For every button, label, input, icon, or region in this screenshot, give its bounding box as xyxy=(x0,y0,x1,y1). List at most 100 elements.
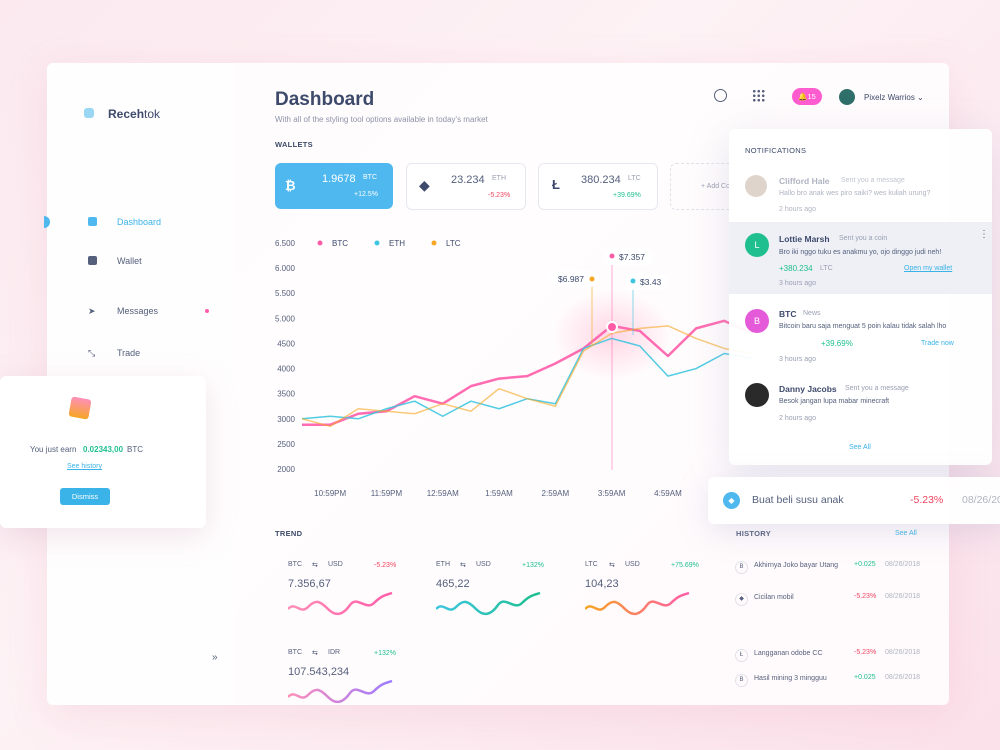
y-tick-label: 4500 xyxy=(277,339,295,348)
pair-change: +132% xyxy=(522,562,544,569)
avatar xyxy=(745,383,769,407)
toast-change: -5.23% xyxy=(910,494,944,506)
expand-icon[interactable]: » xyxy=(212,652,218,663)
wallet-link[interactable]: Open my wallet xyxy=(904,265,953,272)
history-date: 08/26/2018 xyxy=(885,561,921,568)
trade-link[interactable]: Trade now xyxy=(921,340,954,347)
notification-badge[interactable]: 🔔15 xyxy=(792,88,822,105)
y-tick-label: 6.500 xyxy=(275,239,296,248)
history-icon: ◆ xyxy=(735,593,748,606)
toast: ◆ Buat beli susu anak -5.23% 08/26/2018 xyxy=(708,477,1000,524)
action: News xyxy=(803,310,821,317)
history-icon: B xyxy=(735,561,748,574)
legend-label: LTC xyxy=(446,239,461,248)
history-date: 08/26/2018 xyxy=(885,649,921,656)
callout-dot xyxy=(589,276,595,282)
brand-light: tok xyxy=(144,107,161,121)
time: 2 hours ago xyxy=(779,415,816,422)
action: Sent you a message xyxy=(845,385,909,392)
history-see-all[interactable]: See All xyxy=(895,530,917,537)
dismiss-button[interactable]: Dismiss xyxy=(60,488,110,505)
history-text: Akhirnya Joko bayar Utang xyxy=(754,562,839,569)
user-name-text: Pixelz Warrios xyxy=(864,93,915,102)
nav-item[interactable]: Messages xyxy=(117,306,159,316)
sender: Danny Jacobs xyxy=(779,384,837,394)
wallet-amount: 380.234 xyxy=(581,174,621,186)
message: Hallo bro anak wes piro saiki? wes kulia… xyxy=(779,190,931,197)
callout-box xyxy=(625,273,669,290)
wallet-change: -5.23% xyxy=(488,192,511,199)
search-icon[interactable] xyxy=(714,89,727,102)
pair-value: 465,22 xyxy=(436,578,470,590)
history-text: Hasil mining 3 mingguu xyxy=(754,675,827,682)
wallet-card[interactable]: ₿ 1.9678 BTC +12.5% xyxy=(275,163,393,209)
callout-text: $3.43 xyxy=(640,277,662,287)
history-icon: B xyxy=(735,674,748,687)
page-subtitle: With all of the styling tool options ava… xyxy=(275,115,488,124)
callout-box xyxy=(604,248,654,265)
avatar: L xyxy=(745,233,769,257)
earn-unit: BTC xyxy=(127,445,143,454)
wallet-card[interactable]: Ł 380.234 LTC +39.69% xyxy=(538,163,658,210)
see-all[interactable]: See All xyxy=(849,444,871,451)
x-tick-label: 12:59AM xyxy=(427,489,459,498)
callout-text: $7.357 xyxy=(619,252,645,262)
sender: Clifford Hale xyxy=(779,176,830,186)
brand: Recehtok xyxy=(108,107,160,121)
history-amount: -5.23% xyxy=(854,593,877,600)
apps-icon[interactable] xyxy=(752,89,765,102)
sender: Lottie Marsh xyxy=(779,234,830,244)
legend-label: BTC xyxy=(332,239,348,248)
pair-value: 104,23 xyxy=(585,578,619,590)
coin-icon: Ł xyxy=(552,177,560,192)
message: Bitcoin baru saja menguat 5 poin kalau t… xyxy=(779,323,947,330)
unit: LTC xyxy=(820,265,833,272)
pair-change: +75.69% xyxy=(671,562,699,569)
earn-amount: 0.02343,00 xyxy=(83,445,124,454)
history-text: Langganan odobe CC xyxy=(754,650,823,657)
brand-icon xyxy=(84,108,94,118)
earn-card: You just earn 0.02343,00 BTC See history… xyxy=(0,376,206,528)
y-tick-label: 6.000 xyxy=(275,264,296,273)
y-tick-label: 3000 xyxy=(277,415,295,424)
y-tick-label: 2500 xyxy=(277,440,295,449)
trend-label: TREND xyxy=(275,529,303,538)
y-tick-label: 5.500 xyxy=(275,289,296,298)
nav-item[interactable]: Dashboard xyxy=(117,217,162,227)
x-tick-label: 3:59AM xyxy=(598,489,626,498)
more-icon[interactable]: ⋮ xyxy=(979,229,989,240)
legend-dot xyxy=(317,240,323,246)
legend-label: ETH xyxy=(389,239,405,248)
time: 3 hours ago xyxy=(779,356,816,363)
pair-from: BTC xyxy=(288,649,302,656)
x-tick-label: 2:59AM xyxy=(542,489,570,498)
history-icon: Ł xyxy=(735,649,748,662)
x-tick-label: 10:59PM xyxy=(314,489,346,498)
pair-change: +132% xyxy=(374,650,396,657)
nav-item[interactable]: Trade xyxy=(117,348,141,358)
change: +39.69% xyxy=(821,339,853,348)
nav-item[interactable]: Wallet xyxy=(117,256,142,266)
avatar xyxy=(745,175,767,197)
user-name[interactable]: Pixelz Warrios ⌄ xyxy=(864,93,924,102)
wallet-card[interactable]: ◆ 23.234 ETH -5.23% xyxy=(406,163,526,210)
action: Sent you a coin xyxy=(839,235,888,242)
user-avatar xyxy=(839,89,855,105)
wallets-label: WALLETS xyxy=(275,140,313,149)
sender: BTC xyxy=(779,309,797,319)
y-tick-label: 4000 xyxy=(277,365,295,374)
pair-from: ETH xyxy=(436,561,450,568)
wallet-change: +12.5% xyxy=(354,191,378,198)
swap-icon: ⇆ xyxy=(609,562,615,569)
action: Sent you a message xyxy=(841,177,905,184)
y-tick-label: 5.000 xyxy=(275,314,296,323)
notification-highlight xyxy=(729,222,992,294)
coin-icon: ₿ xyxy=(285,178,296,193)
pair-to: USD xyxy=(476,561,491,568)
time: 3 hours ago xyxy=(779,280,816,287)
history-link[interactable]: See history xyxy=(67,463,103,470)
time: 2 hours ago xyxy=(779,206,816,213)
unread-dot xyxy=(205,309,209,313)
brand-bold: Receh xyxy=(108,107,145,121)
wallet-unit: BTC xyxy=(363,174,377,181)
